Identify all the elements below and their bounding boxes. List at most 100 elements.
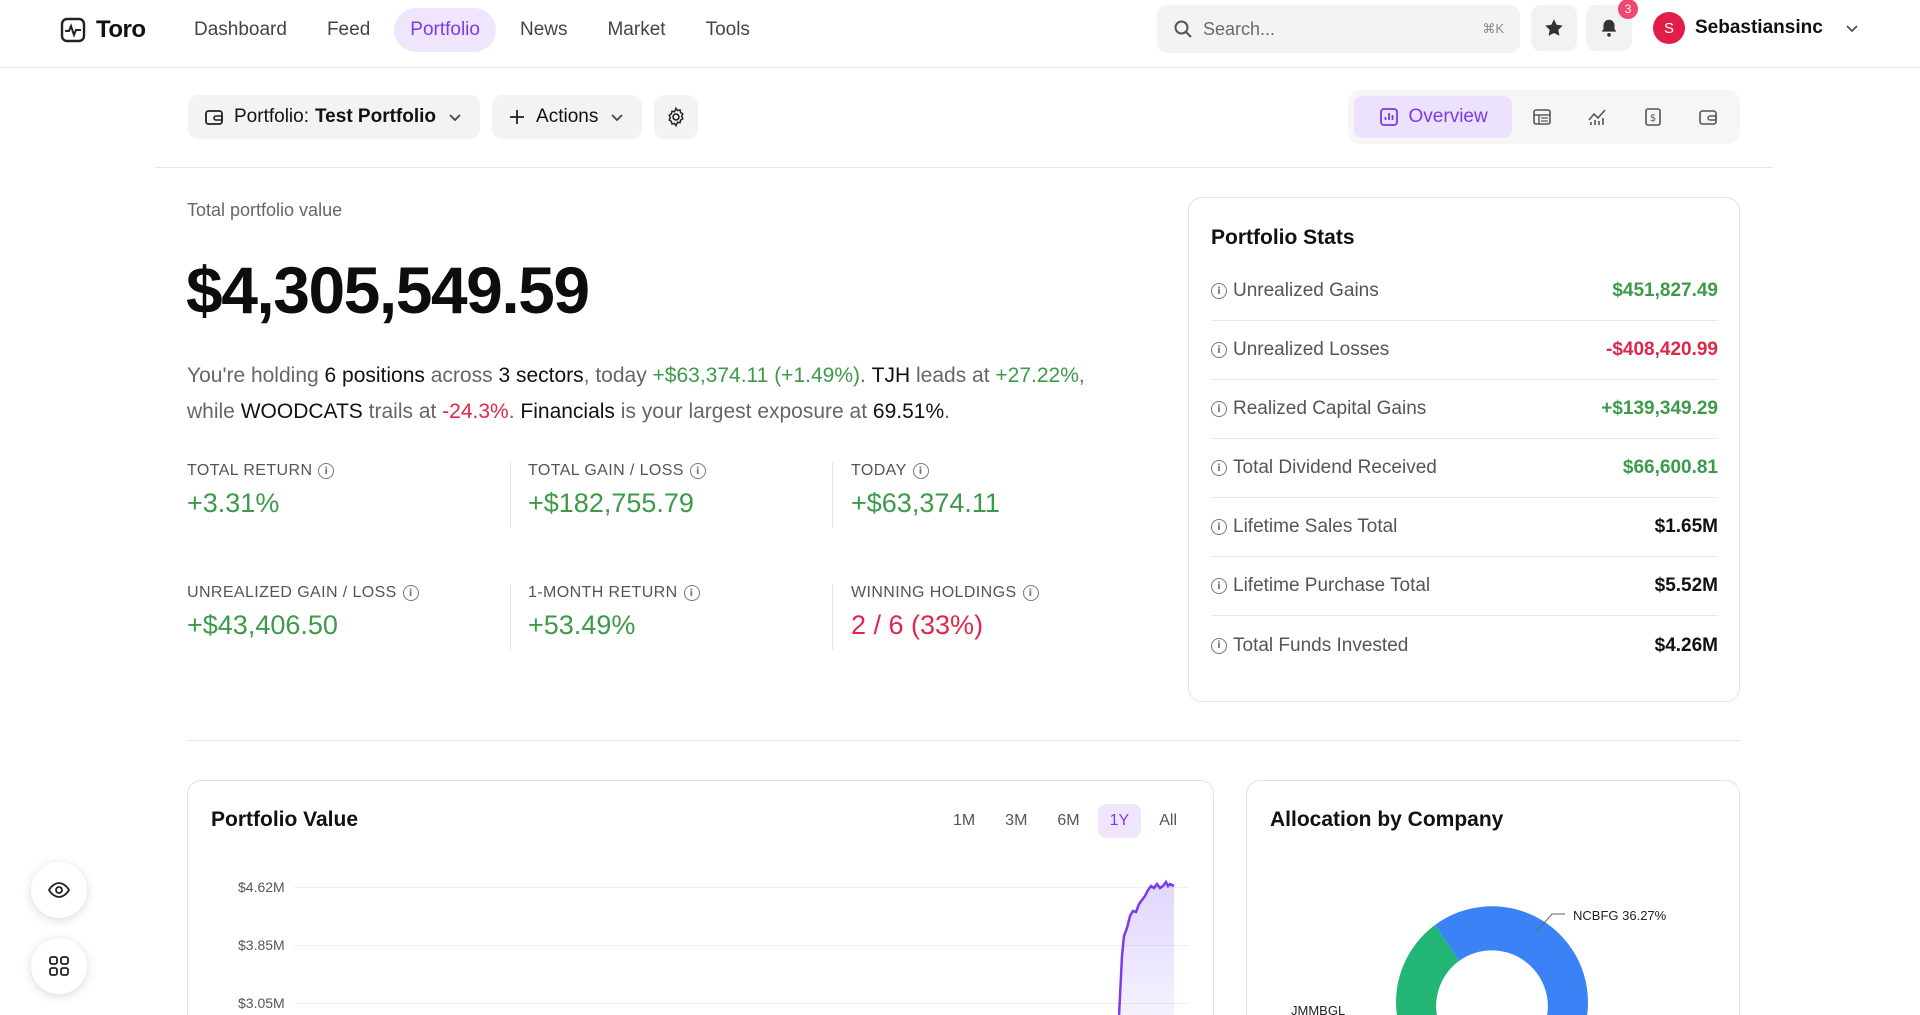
value-line bbox=[1118, 879, 1175, 1015]
chevron-down-icon bbox=[1846, 25, 1858, 33]
portfolio-toolbar: Portfolio: Test Portfolio Actions bbox=[188, 95, 699, 139]
tab-wallet[interactable] bbox=[1683, 96, 1734, 138]
actions-button[interactable]: Actions bbox=[492, 95, 643, 139]
nav-news[interactable]: News bbox=[519, 19, 568, 40]
search-input[interactable]: Search... ⌘K bbox=[1157, 5, 1520, 53]
stat-value: $451,827.49 bbox=[1612, 280, 1718, 301]
stat-label: Lifetime Sales Total bbox=[1233, 516, 1398, 537]
summary-text: across bbox=[424, 364, 499, 387]
info-icon[interactable]: i bbox=[1211, 401, 1227, 417]
metric-winning-holdings: WINNING HOLDINGS i 2 / 6 (33%) bbox=[851, 584, 1039, 641]
username: Sebastiansinc bbox=[1695, 17, 1823, 38]
info-icon[interactable]: i bbox=[318, 463, 335, 479]
gridline bbox=[294, 1003, 1189, 1004]
y-tick-label: $3.05M bbox=[238, 995, 285, 1011]
divider bbox=[832, 584, 833, 650]
top-nav: Toro Dashboard Feed Portfolio News Marke… bbox=[0, 0, 1920, 68]
info-icon[interactable]: i bbox=[912, 463, 929, 479]
stat-value: $1.65M bbox=[1654, 516, 1718, 537]
portfolio-selector[interactable]: Portfolio: Test Portfolio bbox=[188, 95, 481, 139]
range-1y[interactable]: 1Y bbox=[1097, 804, 1142, 838]
tab-performance[interactable] bbox=[1572, 96, 1623, 138]
nav-feed[interactable]: Feed bbox=[326, 19, 371, 40]
summary-sector-pct: 69.51% bbox=[872, 400, 945, 423]
stat-value: $4.26M bbox=[1654, 634, 1718, 656]
info-icon[interactable]: i bbox=[1211, 519, 1227, 535]
donut-label-name: JMMBGL bbox=[1291, 1003, 1346, 1015]
summary-text: leads at bbox=[910, 364, 996, 387]
stat-label: Total Dividend Received bbox=[1233, 457, 1437, 478]
range-3m[interactable]: 3M bbox=[1005, 812, 1028, 829]
bar-chart-icon bbox=[1379, 108, 1398, 126]
metric-label: TODAY bbox=[851, 462, 907, 479]
value-area bbox=[1119, 882, 1174, 1015]
info-icon[interactable]: i bbox=[1022, 585, 1039, 601]
nav-portfolio[interactable]: Portfolio bbox=[394, 8, 496, 52]
info-icon[interactable]: i bbox=[1211, 283, 1227, 299]
stat-row: i Lifetime Sales Total $1.65M bbox=[1211, 498, 1718, 557]
star-icon bbox=[1545, 19, 1563, 36]
brand[interactable]: Toro bbox=[60, 16, 146, 44]
favorites-button[interactable] bbox=[1531, 5, 1577, 51]
summary-text: You're holding bbox=[187, 364, 325, 387]
allocation-card: Allocation by Company NCBFG 36.27% JMMBG… bbox=[1246, 780, 1740, 1015]
nav-market[interactable]: Market bbox=[607, 19, 666, 40]
metric-unrealized-gain-loss: UNREALIZED GAIN / LOSS i +$43,406.50 bbox=[187, 584, 419, 641]
tab-dividends[interactable]: $ bbox=[1627, 96, 1678, 138]
donut-label: NCBFG 36.27% bbox=[1573, 908, 1666, 923]
portfolio-stats-card: Portfolio Stats i Unrealized Gains $451,8… bbox=[1188, 197, 1740, 702]
stat-value: $66,600.81 bbox=[1622, 457, 1718, 478]
user-menu[interactable]: S Sebastiansinc bbox=[1653, 12, 1861, 44]
range-all[interactable]: All bbox=[1159, 812, 1177, 829]
summary-text: is your largest exposure at bbox=[614, 400, 873, 423]
stat-row: i Realized Capital Gains +$139,349.29 bbox=[1211, 380, 1718, 439]
range-6m[interactable]: 6M bbox=[1057, 812, 1080, 829]
info-icon[interactable]: i bbox=[1211, 637, 1227, 654]
divider bbox=[187, 740, 1740, 741]
tab-overview[interactable]: Overview bbox=[1354, 96, 1513, 138]
donut-label-pct: 36.27% bbox=[1622, 908, 1667, 923]
allocation-donut-chart bbox=[1396, 906, 1588, 1015]
stat-label: Unrealized Gains bbox=[1233, 280, 1379, 301]
range-1m[interactable]: 1M bbox=[952, 812, 976, 829]
plus-icon bbox=[510, 110, 525, 124]
stat-row: i Total Funds Invested $4.26M bbox=[1211, 616, 1718, 675]
info-icon[interactable]: i bbox=[683, 585, 700, 601]
divider bbox=[510, 462, 511, 528]
notifications-button[interactable]: 3 bbox=[1586, 0, 1638, 51]
chevron-down-icon bbox=[449, 114, 461, 122]
metric-total-gain-loss: TOTAL GAIN / LOSS i +$182,755.79 bbox=[528, 462, 706, 519]
summary-text: , today bbox=[583, 364, 653, 387]
view-tabs: Overview $ bbox=[1348, 90, 1740, 144]
avatar: S bbox=[1653, 12, 1685, 44]
settings-button[interactable] bbox=[654, 95, 699, 139]
notification-count-badge: 3 bbox=[1618, 0, 1638, 19]
metric-label: WINNING HOLDINGS bbox=[851, 584, 1017, 601]
summary-leader: TJH bbox=[871, 364, 911, 387]
apps-grid-button[interactable] bbox=[31, 938, 87, 994]
tab-table[interactable] bbox=[1516, 96, 1567, 138]
summary-text: . bbox=[859, 364, 872, 387]
search-icon bbox=[1174, 20, 1192, 38]
nav-dashboard[interactable]: Dashboard bbox=[194, 19, 287, 40]
portfolio-prefix: Portfolio: bbox=[234, 106, 309, 127]
app-title: Toro bbox=[96, 16, 146, 43]
privacy-toggle-button[interactable] bbox=[31, 862, 87, 918]
stat-value: +$139,349.29 bbox=[1601, 398, 1718, 419]
metric-label: 1-MONTH RETURN bbox=[528, 584, 678, 601]
stat-label: Total Funds Invested bbox=[1233, 634, 1409, 656]
info-icon[interactable]: i bbox=[1211, 460, 1227, 476]
summary-text: trails at bbox=[362, 400, 443, 423]
metric-value: +$63,374.11 bbox=[851, 488, 1000, 518]
nav-tools[interactable]: Tools bbox=[705, 19, 750, 40]
info-icon[interactable]: i bbox=[689, 463, 706, 479]
metric-value: +$182,755.79 bbox=[528, 488, 694, 518]
info-icon[interactable]: i bbox=[1211, 342, 1227, 358]
summary-text: , while bbox=[187, 364, 1085, 423]
metric-value: 2 / 6 (33%) bbox=[851, 610, 984, 640]
info-icon[interactable]: i bbox=[402, 585, 419, 601]
summary-text: . bbox=[944, 400, 950, 423]
card-title: Allocation by Company bbox=[1270, 808, 1504, 831]
wallet-icon bbox=[205, 110, 223, 125]
info-icon[interactable]: i bbox=[1211, 578, 1227, 594]
